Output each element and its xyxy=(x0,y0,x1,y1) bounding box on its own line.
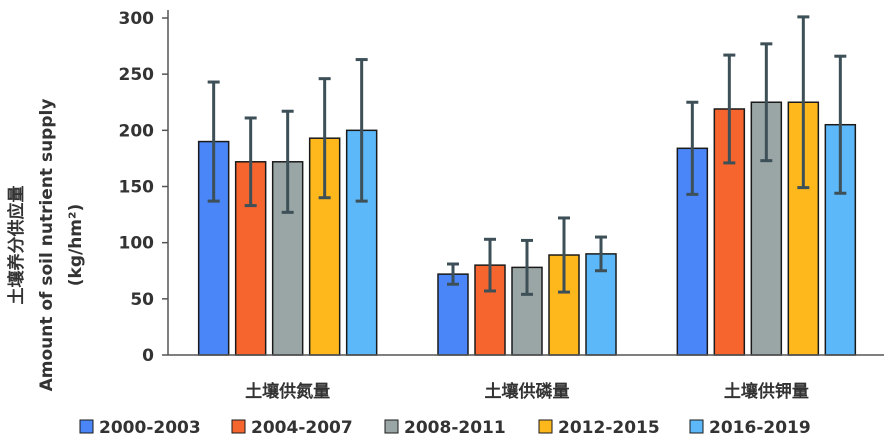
y-tick-label: 150 xyxy=(119,178,155,198)
legend-swatch xyxy=(231,419,246,434)
error-bars xyxy=(207,15,847,296)
y-tick-label: 0 xyxy=(142,346,154,366)
y-axis-label-unit: (kg/hm²) xyxy=(66,204,86,287)
y-axis-label-english: Amount of soil nutrient supply xyxy=(37,99,57,392)
x-category-label: 土壤供氮量 xyxy=(245,381,330,402)
legend-label: 2004-2007 xyxy=(251,418,353,438)
legend-label: 2016-2019 xyxy=(709,418,811,438)
y-tick-label: 100 xyxy=(119,234,155,254)
x-category-label: 土壤供磷量 xyxy=(485,381,570,402)
y-axis-label: 土壤养分供应量 Amount of soil nutrient supply (… xyxy=(6,99,86,392)
y-tick-label: 200 xyxy=(119,121,155,141)
bar xyxy=(548,254,580,356)
bar xyxy=(511,266,543,356)
axes xyxy=(167,10,884,356)
y-axis-ticks: 0 50 100 150 200 250 300 xyxy=(119,9,168,366)
legend-swatch xyxy=(384,419,399,434)
x-axis-labels: 土壤供氮量 土壤供磷量 土壤供钾量 xyxy=(245,381,809,402)
y-tick-label: 250 xyxy=(119,65,155,85)
legend-label: 2000-2003 xyxy=(99,418,201,438)
legend-label: 2012-2015 xyxy=(558,418,660,438)
y-tick-label: 300 xyxy=(119,9,155,29)
legend: 2000-2003 2004-2007 2008-2011 2012-2015 2016… xyxy=(79,418,811,438)
x-category-label: 土壤供钾量 xyxy=(724,381,809,402)
y-axis-label-chinese: 土壤养分供应量 xyxy=(6,186,27,305)
legend-swatch xyxy=(689,419,704,434)
bars xyxy=(197,101,857,356)
legend-label: 2008-2011 xyxy=(404,418,506,438)
bar xyxy=(437,273,469,356)
y-tick-label: 50 xyxy=(130,290,154,310)
legend-swatch xyxy=(79,419,94,434)
legend-swatch xyxy=(538,419,553,434)
